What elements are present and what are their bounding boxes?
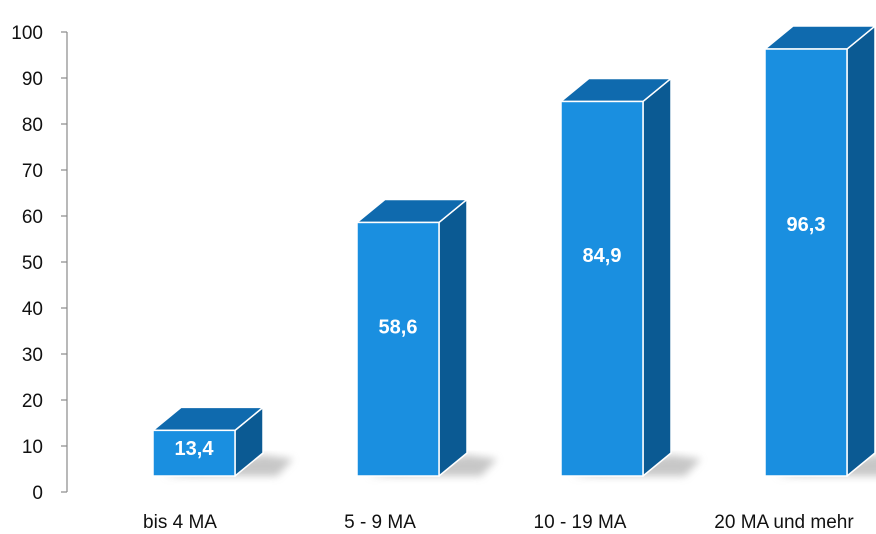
y-axis: 0 10 20 30 40 50 60 70 80 90 100 — [11, 23, 68, 504]
bar: 58,6 — [356, 198, 468, 477]
y-tick-label: 30 — [22, 345, 43, 366]
y-tick-label: 70 — [22, 161, 43, 182]
x-category-label: 20 MA und mehr — [714, 512, 854, 533]
bar-front — [764, 48, 848, 477]
x-category-label: 5 - 9 MA — [344, 512, 416, 533]
y-tick-label: 0 — [32, 483, 43, 504]
x-axis-labels: bis 4 MA 5 - 9 MA 10 - 19 MA 20 MA und mehr — [143, 512, 854, 533]
bar-side — [846, 25, 876, 477]
x-category-label: 10 - 19 MA — [534, 512, 627, 533]
y-tick-label: 80 — [22, 115, 43, 136]
y-tick-label: 50 — [22, 253, 43, 274]
y-tick-label: 40 — [22, 299, 43, 320]
y-tick-label: 60 — [22, 207, 43, 228]
data-label: 58,6 — [379, 316, 418, 338]
bar-front — [356, 221, 440, 477]
bar-front — [560, 100, 644, 477]
y-tick-label: 90 — [22, 69, 43, 90]
x-category-label: bis 4 MA — [143, 512, 217, 533]
bar: 84,9 — [560, 77, 672, 477]
y-tick-label: 100 — [11, 23, 43, 44]
bar: 13,4 — [152, 406, 264, 477]
bar: 96,3 — [764, 25, 876, 477]
bar-side — [642, 77, 672, 477]
y-tick-label: 20 — [22, 391, 43, 412]
bar-front — [152, 429, 236, 477]
data-label: 13,4 — [175, 438, 215, 460]
bar-side — [438, 198, 468, 477]
data-label: 84,9 — [583, 245, 622, 267]
data-label: 96,3 — [787, 214, 826, 236]
bars: 13,4 58,6 84,9 96,3 — [152, 25, 876, 477]
y-tick-label: 10 — [22, 437, 43, 458]
